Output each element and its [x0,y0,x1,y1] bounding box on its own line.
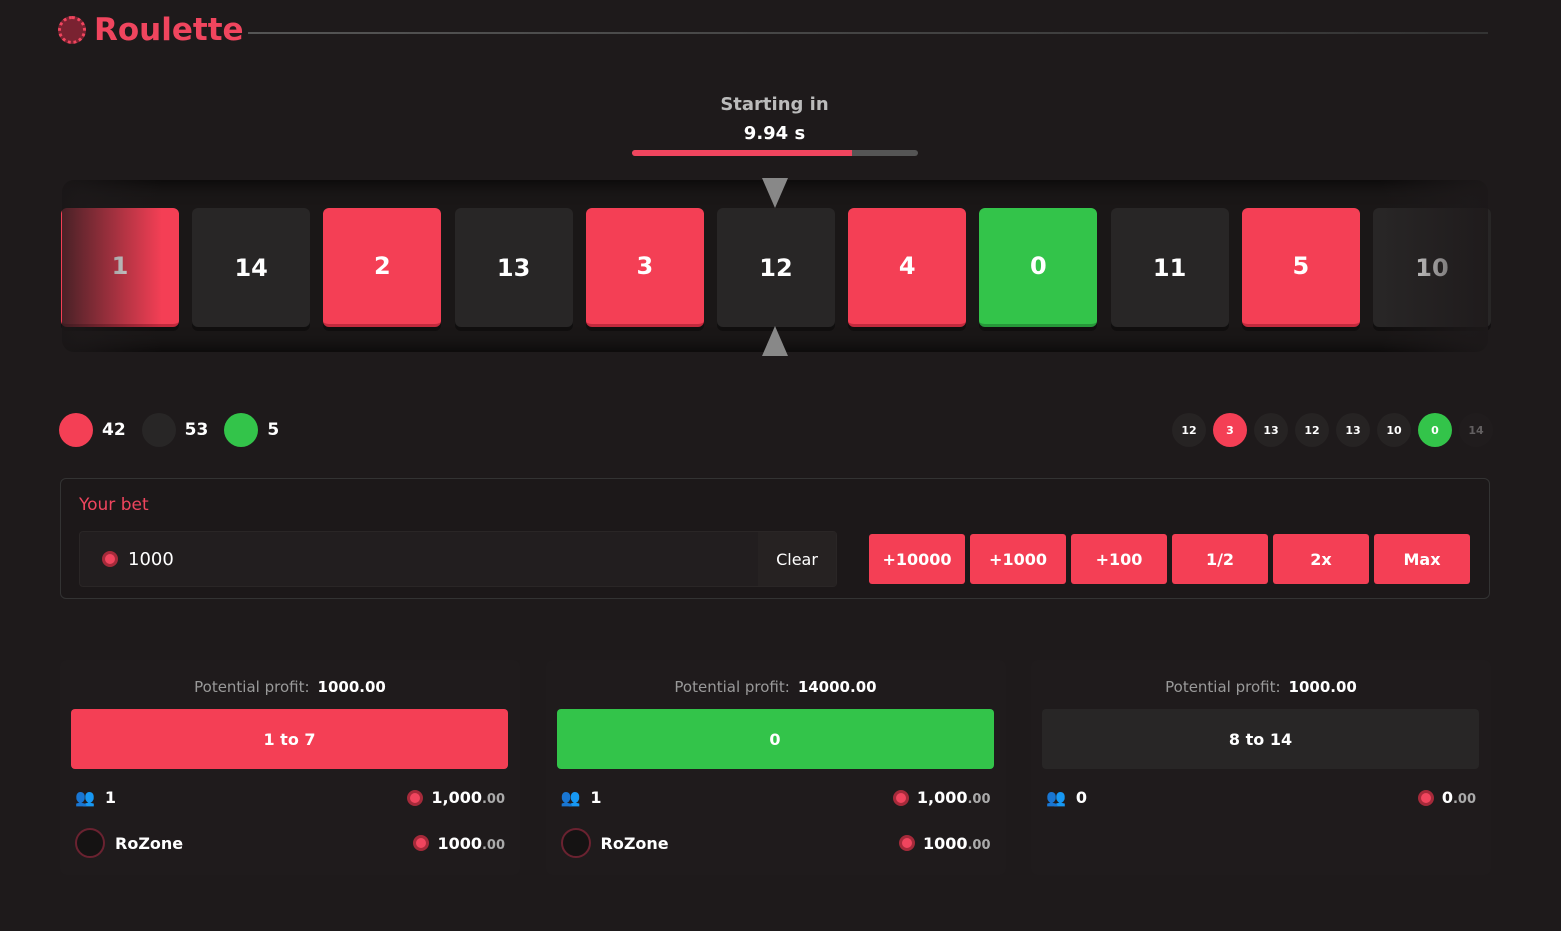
countdown-time: 9.94 s [743,123,806,144]
player-count: 1 [104,788,117,807]
users-icon: 👥 [560,788,581,807]
quick-bet-button[interactable]: +100 [1071,534,1167,584]
countdown-progress-fill [632,150,853,156]
column-summary: 👥 1 1,000.00 [561,788,991,807]
profit-value: 1000.00 [317,678,386,696]
bet-amount-input[interactable]: 1000 Clear [79,531,837,587]
coin-icon [413,835,430,851]
history-chip: 12 [1295,413,1329,447]
total-decimal: .00 [1452,792,1476,807]
coin-icon [102,551,118,567]
bet-column: Potential profit: 1000.00 1 to 7 👥 1 1,000… [60,660,520,875]
page-title: Roulette [58,12,244,48]
bet-column: Potential profit: 14000.00 0 👥 1 1,000.00 R… [545,660,1006,875]
title-text: Roulette [94,12,244,48]
bet-column: Potential profit: 1000.00 8 to 14 👥 0 0.00 [1031,660,1491,875]
place-bet-button[interactable]: 1 to 7 [71,709,508,769]
wheel-tile: 11 [1110,208,1229,327]
history-chip: 12 [1172,413,1206,447]
red-dot-icon [59,413,93,447]
quick-bet-button[interactable]: Max [1374,534,1470,584]
coin-icon [1417,789,1434,806]
bet-amount: 1000 [922,833,968,853]
avatar [560,828,591,858]
countdown-progress [632,150,918,156]
profit-label: Potential profit: [194,678,310,696]
wheel-tile: 0 [979,208,1098,327]
total-decimal: .00 [481,792,505,807]
wheel-tile: 13 [454,208,573,327]
username[interactable]: RoZone [600,833,669,853]
username[interactable]: RoZone [115,833,184,853]
quick-bet-button[interactable]: +10000 [869,534,965,584]
potential-profit: Potential profit: 14000.00 [546,678,1006,696]
wheel-tile: 2 [323,208,442,327]
bet-amount: 1000 [437,833,482,853]
users-icon: 👥 [1046,788,1066,807]
wheel-tile: 14 [192,208,311,327]
coin-icon [892,789,909,806]
profit-value: 14000.00 [797,678,877,696]
color-stats: 42 53 5 [59,413,295,447]
place-bet-button[interactable]: 8 to 14 [1042,709,1479,769]
place-bet-button[interactable]: 0 [556,709,994,769]
player-count: 1 [590,788,602,807]
wheel-tile: 5 [1241,208,1360,327]
potential-profit: Potential profit: 1000.00 [60,678,520,696]
total-decimal: .00 [967,792,991,807]
history-chip: 0 [1418,413,1452,447]
history-chip: 3 [1213,413,1247,447]
black-count: 53 [184,420,209,440]
quick-bet-button[interactable]: 1/2 [1172,534,1268,584]
roulette-wheel-icon [58,16,86,44]
avatar [75,828,105,858]
player-count: 0 [1075,788,1088,807]
strip-fade-right [1380,180,1488,352]
bet-decimal: .00 [967,837,991,853]
history-chip: 14 [1459,413,1493,447]
pointer-down-icon [762,178,788,208]
history-chip: 13 [1254,413,1288,447]
column-summary: 👥 0 0.00 [1046,788,1476,807]
wheel-tile: 12 [717,208,835,327]
countdown-label: Starting in [720,94,829,115]
quick-bet-button[interactable]: 2x [1273,534,1369,584]
history-chip: 10 [1377,413,1411,447]
coin-icon [407,789,424,806]
potential-profit: Potential profit: 1000.00 [1031,678,1491,696]
quick-bet-buttons: +10000 +1000 +100 1/2 2x Max [869,534,1470,584]
bet-decimal: .00 [481,837,505,853]
history-chip: 13 [1336,413,1370,447]
profit-label: Potential profit: [1165,678,1281,696]
clear-button[interactable]: Clear [758,532,836,586]
total-amount: 0 [1441,788,1453,807]
black-dot-icon [141,413,176,447]
strip-fade-left [62,180,162,352]
total-amount: 1,000 [431,788,482,807]
bet-label: Your bet [79,495,149,515]
bet-entry: RoZone 1000.00 [75,828,505,858]
green-dot-icon [224,413,259,447]
red-count: 42 [102,420,126,440]
quick-bet-button[interactable]: +1000 [970,534,1066,584]
wheel-tile: 3 [585,208,704,327]
profit-value: 1000.00 [1288,678,1357,696]
wheel-tile: 4 [848,208,967,327]
profit-label: Potential profit: [674,678,790,696]
green-count: 5 [267,420,280,440]
bet-entry: RoZone 1000.00 [560,828,991,858]
title-divider [248,32,1488,34]
roll-history: 12 3 13 12 13 10 0 14 [1172,413,1493,447]
users-icon: 👥 [75,788,95,807]
pointer-up-icon [762,326,788,356]
bet-panel: Your bet 1000 Clear +10000 +1000 +100 1/2 2x… [60,478,1490,599]
coin-icon [898,835,915,851]
column-summary: 👥 1 1,000.00 [75,788,505,807]
total-amount: 1,000 [916,788,968,807]
bet-amount-value: 1000 [128,548,174,570]
